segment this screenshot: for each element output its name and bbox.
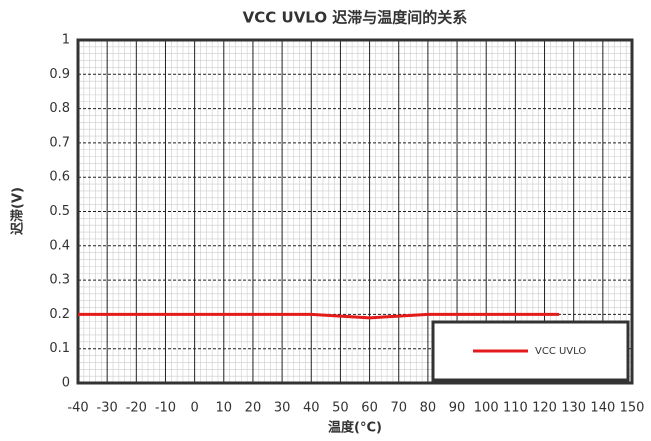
y-tick-label: 0.4 xyxy=(49,238,70,253)
x-tick-label: 10 xyxy=(216,401,233,416)
x-tick-label: -40 xyxy=(67,401,88,416)
plot-border xyxy=(76,38,634,385)
x-tick-label: 20 xyxy=(245,401,262,416)
x-tick-label: 100 xyxy=(474,401,499,416)
x-tick-label: 110 xyxy=(503,401,528,416)
x-tick-label: 130 xyxy=(561,401,586,416)
chart-title: VCC UVLO 迟滞与温度间的关系 xyxy=(243,9,468,27)
legend: VCC UVLO xyxy=(431,320,630,382)
legend-label: VCC UVLO xyxy=(535,346,586,357)
y-tick-label: 0.5 xyxy=(49,204,70,219)
x-tick-label: 90 xyxy=(449,401,466,416)
x-tick-label: 0 xyxy=(190,401,198,416)
x-tick-label: 120 xyxy=(532,401,557,416)
x-tick-label: 140 xyxy=(590,401,615,416)
y-tick-label: 0.8 xyxy=(49,101,70,116)
x-tick-label: 50 xyxy=(332,401,349,416)
y-tick-label: 0.7 xyxy=(49,135,70,150)
x-tick-label: 70 xyxy=(390,401,407,416)
y-tick-label: 0.3 xyxy=(49,273,70,288)
x-axis-label: 温度(°C) xyxy=(328,420,382,436)
x-tick-label: 60 xyxy=(361,401,378,416)
x-tick-label: -20 xyxy=(126,401,147,416)
x-tick-label: 150 xyxy=(620,401,645,416)
x-tick-label: 80 xyxy=(420,401,437,416)
legend-box xyxy=(431,320,630,382)
y-tick-label: 1 xyxy=(62,33,70,48)
y-tick-label: 0 xyxy=(62,376,70,391)
x-tick-label: -10 xyxy=(155,401,176,416)
y-tick-label: 0.2 xyxy=(49,307,70,322)
x-tick-label: -30 xyxy=(97,401,118,416)
y-tick-label: 0.6 xyxy=(49,170,70,185)
x-tick-label: 40 xyxy=(303,401,320,416)
x-tick-label: 30 xyxy=(274,401,291,416)
y-tick-label: 0.9 xyxy=(49,67,70,82)
y-tick-label: 0.1 xyxy=(49,341,70,356)
y-axis-label: 迟滞(V) xyxy=(10,187,26,235)
line xyxy=(78,312,560,320)
